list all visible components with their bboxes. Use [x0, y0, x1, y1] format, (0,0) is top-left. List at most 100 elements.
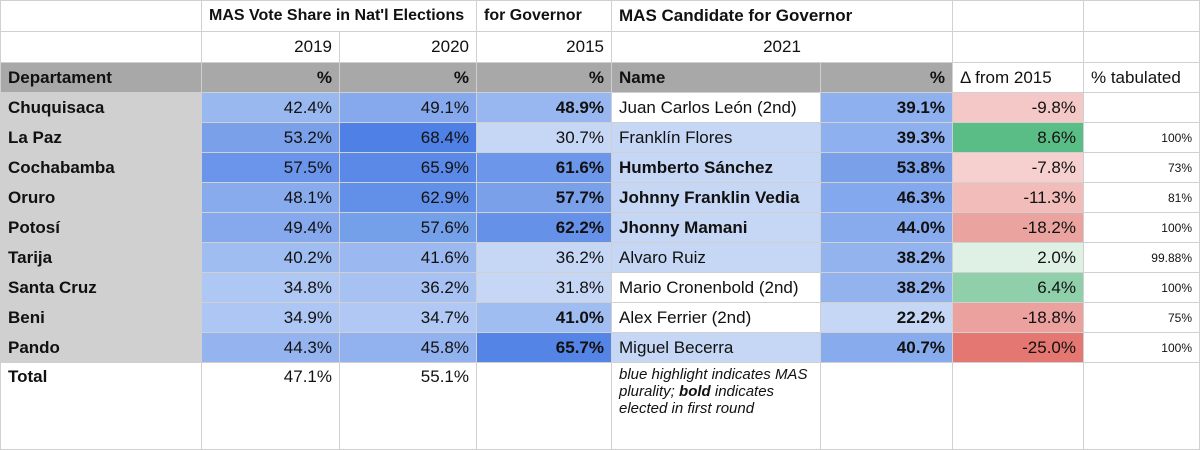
table-row: Santa Cruz 34.8% 36.2% 31.8% Mario Cronenbol… [0, 272, 1200, 303]
vote-2015-cell: 36.2% [476, 242, 612, 273]
candidate-name-cell: Mario Cronenbold (2nd) [611, 272, 821, 303]
delta-cell: -18.8% [952, 302, 1084, 333]
empty-cell [0, 0, 202, 32]
table-row: Pando 44.3% 45.8% 65.7% Miguel Becerra 40.7% -… [0, 332, 1200, 363]
candidate-name-cell: Alvaro Ruiz [611, 242, 821, 273]
department-cell: La Paz [0, 122, 202, 153]
vote-2021-cell: 39.1% [820, 92, 953, 123]
vote-2021-cell: 44.0% [820, 212, 953, 243]
department-cell: Chuquisaca [0, 92, 202, 123]
table-row: Beni 34.9% 34.7% 41.0% Alex Ferrier (2nd) 22.… [0, 302, 1200, 333]
name-header: Name [611, 62, 821, 93]
year-row: 2019 2020 2015 2021 [0, 31, 1200, 63]
tabulated-cell: 99.88% [1083, 242, 1200, 273]
vote-2019-cell: 42.4% [201, 92, 340, 123]
table-row: Cochabamba 57.5% 65.9% 61.6% Humberto Sánche… [0, 152, 1200, 183]
pct-2019-header: % [201, 62, 340, 93]
table-row: Chuquisaca 42.4% 49.1% 48.9% Juan Carlos Leó… [0, 92, 1200, 123]
vote-2015-cell: 31.8% [476, 272, 612, 303]
vote-2015-cell: 48.9% [476, 92, 612, 123]
total-2019: 47.1% [201, 362, 340, 450]
department-header: Departament [0, 62, 202, 93]
empty-cell [1083, 31, 1200, 63]
pct-2015-header: % [476, 62, 612, 93]
legend-note: blue highlight indicates MAS plurality; … [611, 362, 821, 450]
tabulated-cell: 75% [1083, 302, 1200, 333]
vote-2019-cell: 57.5% [201, 152, 340, 183]
delta-cell: -18.2% [952, 212, 1084, 243]
department-cell: Beni [0, 302, 202, 333]
vote-2020-cell: 49.1% [339, 92, 477, 123]
year-2019: 2019 [201, 31, 340, 63]
table-row: Potosí 49.4% 57.6% 62.2% Jhonny Mamani 44.0% -… [0, 212, 1200, 243]
empty-cell [1083, 0, 1200, 32]
vote-2020-cell: 36.2% [339, 272, 477, 303]
vote-2020-cell: 41.6% [339, 242, 477, 273]
vote-2019-cell: 34.9% [201, 302, 340, 333]
vote-2021-cell: 40.7% [820, 332, 953, 363]
candidate-name-cell: Jhonny Mamani [611, 212, 821, 243]
department-cell: Potosí [0, 212, 202, 243]
vote-2021-cell: 53.8% [820, 152, 953, 183]
table-row: La Paz 53.2% 68.4% 30.7% Franklín Flores 39.3… [0, 122, 1200, 153]
pct-2021-header: % [820, 62, 953, 93]
candidate-name-cell: Miguel Becerra [611, 332, 821, 363]
delta-cell: -11.3% [952, 182, 1084, 213]
candidate-name-cell: Humberto Sánchez [611, 152, 821, 183]
candidate-name-cell: Franklín Flores [611, 122, 821, 153]
vote-2021-cell: 46.3% [820, 182, 953, 213]
year-2021: 2021 [611, 31, 953, 63]
vote-2019-cell: 34.8% [201, 272, 340, 303]
vote-2015-cell: 30.7% [476, 122, 612, 153]
empty-cell [952, 0, 1084, 32]
department-cell: Cochabamba [0, 152, 202, 183]
total-row: Total 47.1% 55.1% blue highlight indicates … [0, 362, 1200, 450]
vote-2019-cell: 48.1% [201, 182, 340, 213]
empty-cell [1083, 362, 1200, 450]
vote-2021-cell: 39.3% [820, 122, 953, 153]
tabulated-cell: 100% [1083, 212, 1200, 243]
year-2015: 2015 [476, 31, 612, 63]
national-elections-title: MAS Vote Share in Nat'l Elections [201, 0, 477, 32]
vote-2019-cell: 40.2% [201, 242, 340, 273]
year-2020: 2020 [339, 31, 477, 63]
vote-2015-cell: 61.6% [476, 152, 612, 183]
candidate-name-cell: Johnny Franklin Vedia [611, 182, 821, 213]
vote-2020-cell: 68.4% [339, 122, 477, 153]
empty-cell [820, 362, 953, 450]
vote-2015-cell: 57.7% [476, 182, 612, 213]
vote-2020-cell: 65.9% [339, 152, 477, 183]
vote-2015-cell: 62.2% [476, 212, 612, 243]
empty-cell [952, 362, 1084, 450]
delta-cell: -25.0% [952, 332, 1084, 363]
tabulated-cell: 100% [1083, 332, 1200, 363]
tabulated-cell: 100% [1083, 272, 1200, 303]
note-bold-word: bold [679, 383, 711, 400]
pct-2020-header: % [339, 62, 477, 93]
candidate-name-cell: Alex Ferrier (2nd) [611, 302, 821, 333]
tabulated-cell [1083, 92, 1200, 123]
tabulated-cell: 73% [1083, 152, 1200, 183]
vote-2020-cell: 57.6% [339, 212, 477, 243]
department-cell: Oruro [0, 182, 202, 213]
title-row: MAS Vote Share in Nat'l Elections for Go… [0, 0, 1200, 32]
note-text-2: indicates elected in first round [619, 383, 775, 417]
empty-cell [0, 31, 202, 63]
delta-cell: -7.8% [952, 152, 1084, 183]
table-row: Tarija 40.2% 41.6% 36.2% Alvaro Ruiz 38.2% 2.0… [0, 242, 1200, 273]
empty-cell [952, 31, 1084, 63]
column-header-row: Departament % % % Name % Δ from 2015 % t… [0, 62, 1200, 93]
delta-header: Δ from 2015 [952, 62, 1084, 93]
department-cell: Santa Cruz [0, 272, 202, 303]
tabulated-cell: 100% [1083, 122, 1200, 153]
candidate-title: MAS Candidate for Governor [611, 0, 953, 32]
tabulated-cell: 81% [1083, 182, 1200, 213]
vote-2015-cell: 41.0% [476, 302, 612, 333]
vote-2019-cell: 53.2% [201, 122, 340, 153]
delta-cell: 8.6% [952, 122, 1084, 153]
vote-2019-cell: 49.4% [201, 212, 340, 243]
vote-2015-cell: 65.7% [476, 332, 612, 363]
note-text-1: blue highlight indicates MAS plurality; [619, 366, 808, 400]
vote-2021-cell: 38.2% [820, 242, 953, 273]
